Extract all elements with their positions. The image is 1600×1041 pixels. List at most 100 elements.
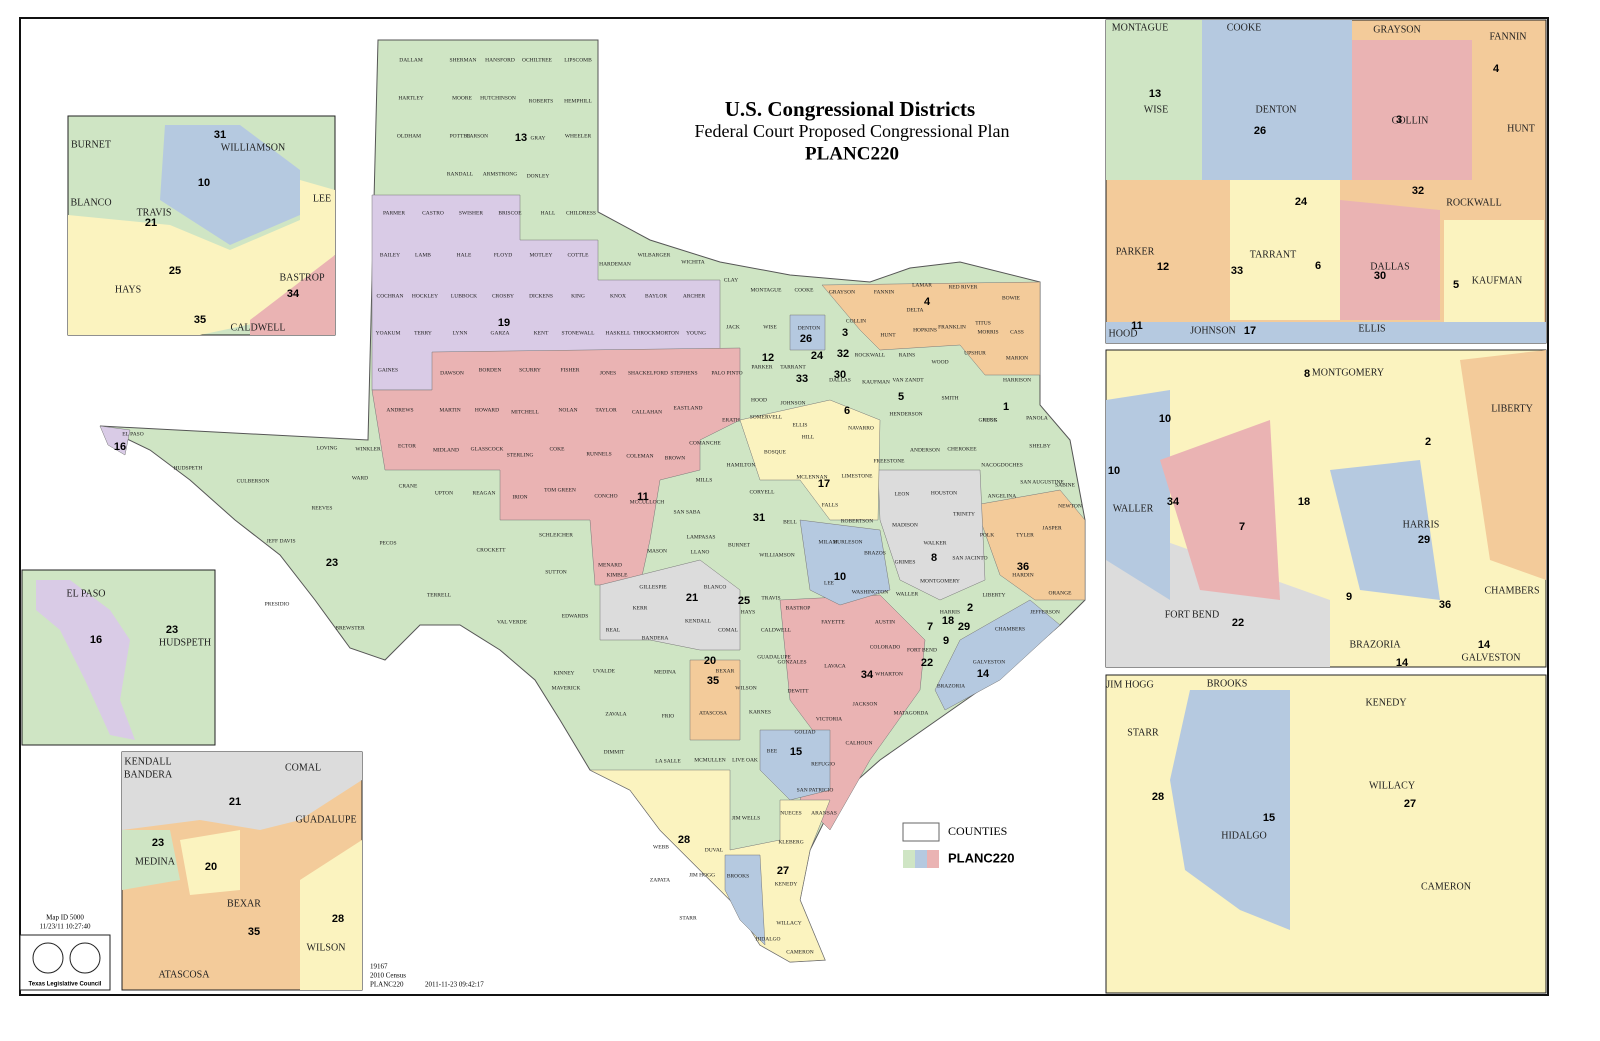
council: Texas Legislative Council <box>29 982 102 988</box>
county-label: KENDALL <box>124 756 171 767</box>
county-label: CASS <box>1010 329 1024 335</box>
county-label: VAL VERDE <box>497 619 528 625</box>
county-label: MILAM <box>819 539 838 545</box>
county-label: CHEROKEE <box>947 446 977 452</box>
inset-region <box>1202 20 1352 180</box>
county-label: CROSBY <box>492 293 514 299</box>
county-label: NAVARRO <box>848 425 874 431</box>
county-label: ARMSTRONG <box>483 171 518 177</box>
county-label: MOTLEY <box>530 252 553 258</box>
county-label: HAYS <box>115 284 141 295</box>
county-label: GARZA <box>491 330 510 336</box>
county-label: KERR <box>633 605 648 611</box>
county-label: DICKENS <box>529 293 553 299</box>
county-label: MARION <box>1006 355 1028 361</box>
county-label: HILL <box>802 434 815 440</box>
county-label: JOHNSON <box>1190 325 1236 336</box>
county-label: EASTLAND <box>673 405 702 411</box>
district-label: 8 <box>931 552 937 564</box>
district-label: 16 <box>90 634 102 646</box>
county-label: ZAVALA <box>605 711 626 717</box>
county-label: COOKE <box>1227 22 1261 33</box>
region-blue-valley <box>724 854 766 946</box>
county-label: COLORADO <box>870 644 901 650</box>
county-label: HARRIS <box>1403 519 1440 530</box>
district-label: 10 <box>1108 465 1120 477</box>
inset-valley <box>1105 674 1547 994</box>
county-label: WILLIAMSON <box>759 552 794 558</box>
county-label: EL PASO <box>67 588 106 599</box>
county-label: KNOX <box>610 293 626 299</box>
footer-number: 19167 <box>370 963 388 971</box>
county-label: CROCKETT <box>476 547 506 553</box>
county-label: WALLER <box>1113 503 1154 514</box>
county-label: WILLACY <box>776 920 801 926</box>
timestamp: 11/23/11 10:27:40 <box>39 923 91 931</box>
county-label: LEE <box>824 580 835 586</box>
inset-region <box>180 830 240 895</box>
county-label: FRIO <box>662 713 675 719</box>
county-label: STARR <box>1127 727 1159 738</box>
district-label: 32 <box>1412 185 1424 197</box>
county-label: DALLAM <box>399 57 423 63</box>
district-label: 17 <box>818 478 830 490</box>
county-label: SAN AUGUSTINE <box>1020 479 1064 485</box>
district-label: 29 <box>958 621 970 633</box>
county-label: HEMPHILL <box>564 98 592 104</box>
map-id: Map ID 5000 <box>46 914 84 922</box>
county-label: SABINE <box>1055 482 1076 488</box>
county-label: ATASCOSA <box>699 710 727 716</box>
county-label: MEDINA <box>135 856 176 867</box>
district-label: 21 <box>229 796 241 808</box>
county-label: UPSHUR <box>964 350 986 356</box>
county-label: IRION <box>512 494 527 500</box>
county-label: HUTCHINSON <box>480 95 516 101</box>
county-label: LIPSCOMB <box>564 57 592 63</box>
county-label: YOUNG <box>686 330 706 336</box>
county-label: HALE <box>457 252 472 258</box>
county-label: CLAY <box>724 277 738 283</box>
county-label: LIBERTY <box>983 592 1006 598</box>
county-label: KLEBERG <box>778 839 803 845</box>
district-label: 33 <box>1231 265 1243 277</box>
county-label: MATAGORDA <box>894 710 929 716</box>
county-label: ROCKWALL <box>1446 197 1502 208</box>
inset-region <box>160 125 300 245</box>
district-label: 20 <box>704 655 716 667</box>
district-label: 22 <box>1232 617 1244 629</box>
county-label: MOORE <box>452 95 473 101</box>
county-label: WILSON <box>307 942 346 953</box>
county-label: JACKSON <box>853 701 878 707</box>
county-label: PARMER <box>383 210 405 216</box>
region-blue-coast <box>934 599 1061 711</box>
county-label: TRAVIS <box>137 207 172 218</box>
footer-plan: PLANC220 <box>370 981 404 989</box>
county-label: LOVING <box>316 445 337 451</box>
county-label: TYLER <box>1016 532 1034 538</box>
legend-counties: COUNTIES <box>948 824 1007 838</box>
district-label: 14 <box>977 668 990 680</box>
county-label: BOSQUE <box>764 449 787 455</box>
district-label: 35 <box>248 926 260 938</box>
county-label: WHEELER <box>565 133 592 139</box>
district-label: 12 <box>1157 261 1169 273</box>
region-purple-elpaso <box>99 425 131 456</box>
county-label: MEDINA <box>654 669 676 675</box>
county-label: GILLESPIE <box>639 584 667 590</box>
county-label: MASON <box>647 548 667 554</box>
seal <box>69 942 101 974</box>
county-label: HUNT <box>1507 123 1535 134</box>
county-label: PARKER <box>751 364 773 370</box>
district-label: 10 <box>198 177 210 189</box>
county-label: KAUFMAN <box>1472 275 1523 286</box>
county-label: LLANO <box>691 549 710 555</box>
county-label: DAWSON <box>440 370 464 376</box>
county-label: BORDEN <box>479 367 502 373</box>
inset-region <box>1230 180 1340 320</box>
county-label: SMITH <box>941 395 958 401</box>
district-label: 36 <box>1017 561 1029 573</box>
county-label: SWISHER <box>459 210 483 216</box>
county-label: CONCHO <box>594 493 617 499</box>
county-label: LEON <box>895 491 910 497</box>
district-label: 36 <box>1439 599 1451 611</box>
